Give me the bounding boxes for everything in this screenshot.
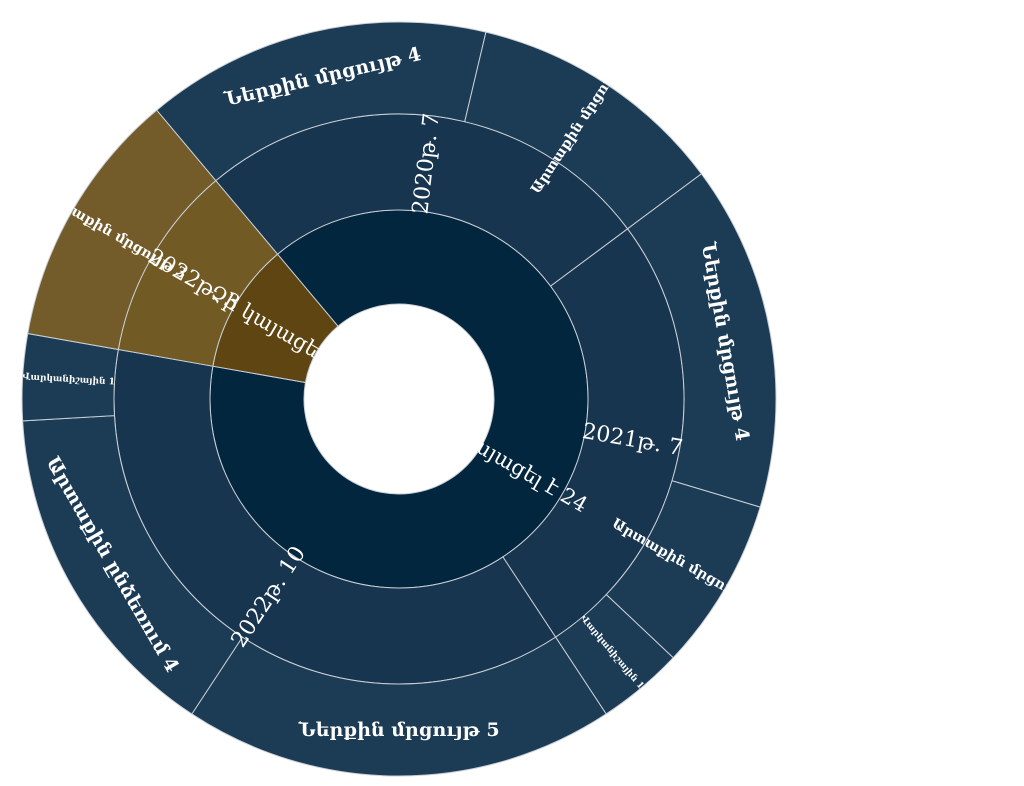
ring-procedure — [21, 21, 777, 777]
segment-procedure-8[interactable] — [27, 109, 217, 351]
ring-status — [209, 209, 589, 589]
ring-year — [113, 113, 685, 685]
label-procedure-5: Ներքին մրցույթ 5 — [297, 719, 499, 741]
